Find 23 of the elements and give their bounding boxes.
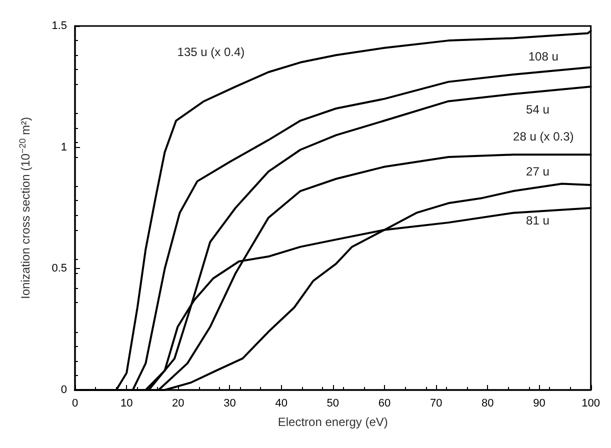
annotation: 108 u [528,50,558,64]
x-tick-label: 60 [378,398,391,410]
x-tick-label: 0 [72,398,78,410]
x-tick-label: 30 [224,398,236,410]
x-tick-label: 90 [533,398,546,410]
annotation: 27 u [526,164,550,179]
annotation: 54 u [526,102,550,117]
x-axis-title: Electron energy (eV) [278,415,388,429]
y-tick-label: 1 [60,141,67,154]
x-tick-label: 50 [326,398,340,410]
y-axis-title: Ionization cross section (10−20 m²) [18,117,32,299]
x-tick-label: 80 [482,398,494,410]
x-tick-label: 40 [275,398,288,410]
annotation: 81 u [526,214,550,228]
annotation: 28 u (x 0.3) [513,129,574,144]
x-tick-label: 20 [172,398,184,410]
y-tick-label: 0.5 [52,262,67,275]
x-tick-label: 70 [430,398,442,410]
y-tick-label: 0 [60,384,67,396]
x-tick-label: 100 [582,398,600,410]
annotation: 135 u (x 0.4) [177,44,245,59]
y-tick-label: 1.5 [52,20,67,32]
x-tick-label: 10 [120,398,133,410]
